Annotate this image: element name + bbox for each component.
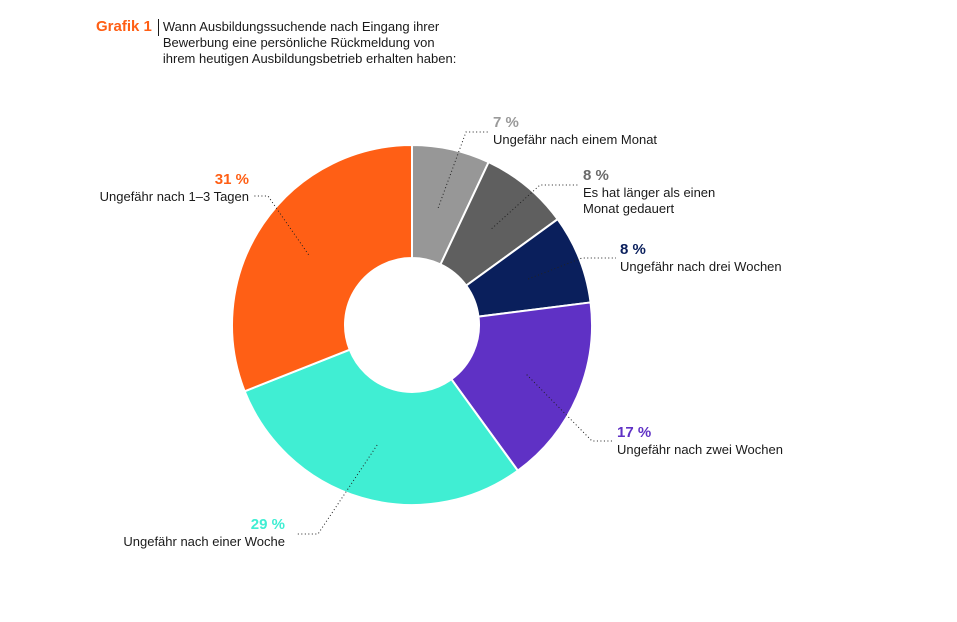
slice-label-laenger: 8 % Es hat länger als einen Monat gedaue…: [583, 166, 715, 217]
chart-title: Wann Ausbildungssuchende nach Eingang ih…: [163, 19, 523, 67]
slice-percent: 7 %: [493, 114, 519, 131]
leader-line: [491, 184, 578, 230]
slice-category: Ungefähr nach einer Woche: [123, 534, 285, 549]
donut-slice: [449, 301, 593, 473]
title-divider: [157, 19, 159, 36]
slice-category: Ungefähr nach drei Wochen: [620, 259, 782, 274]
slice-percent: 31 %: [214, 171, 249, 188]
chart-title-line: ihrem heutigen Ausbildungsbetrieb erhalt…: [162, 51, 457, 66]
slice-percent: 29 %: [250, 516, 285, 533]
slice-category: Ungefähr nach einem Monat: [493, 132, 658, 147]
slice-label-eine-woche: 29 % Ungefähr nach einer Woche: [123, 515, 285, 550]
slice-percent: 17 %: [617, 424, 652, 441]
slice-percent: 8 %: [620, 241, 646, 258]
slice-label-1-3-tage: 31 % Ungefähr nach 1–3 Tagen: [100, 170, 249, 205]
chart-header: Grafik 1 Wann Ausbildungssuchende nach E…: [96, 17, 523, 67]
leader-line: [296, 444, 378, 535]
slice-category: Ungefähr nach zwei Wochen: [617, 442, 783, 457]
donut-slice: [243, 348, 520, 506]
slice-label-monat: 7 % Ungefähr nach einem Monat: [493, 113, 657, 148]
donut-slice: [231, 143, 413, 393]
slice-label-drei-wochen: 8 % Ungefähr nach drei Wochen: [620, 240, 782, 275]
slice-category: Es hat länger als einen Monat gedauert: [583, 185, 716, 216]
chart-title-line: Bewerbung eine persönliche Rückmeldung v…: [162, 35, 435, 50]
figure-number: Grafik 1: [96, 18, 152, 35]
slice-category: Ungefähr nach 1–3 Tagen: [99, 189, 249, 204]
leader-line: [437, 131, 490, 209]
slice-percent: 8 %: [583, 167, 609, 184]
chart-title-line: Wann Ausbildungssuchende nach Eingang ih…: [162, 19, 440, 34]
slice-label-zwei-wochen: 17 % Ungefähr nach zwei Wochen: [617, 423, 783, 458]
